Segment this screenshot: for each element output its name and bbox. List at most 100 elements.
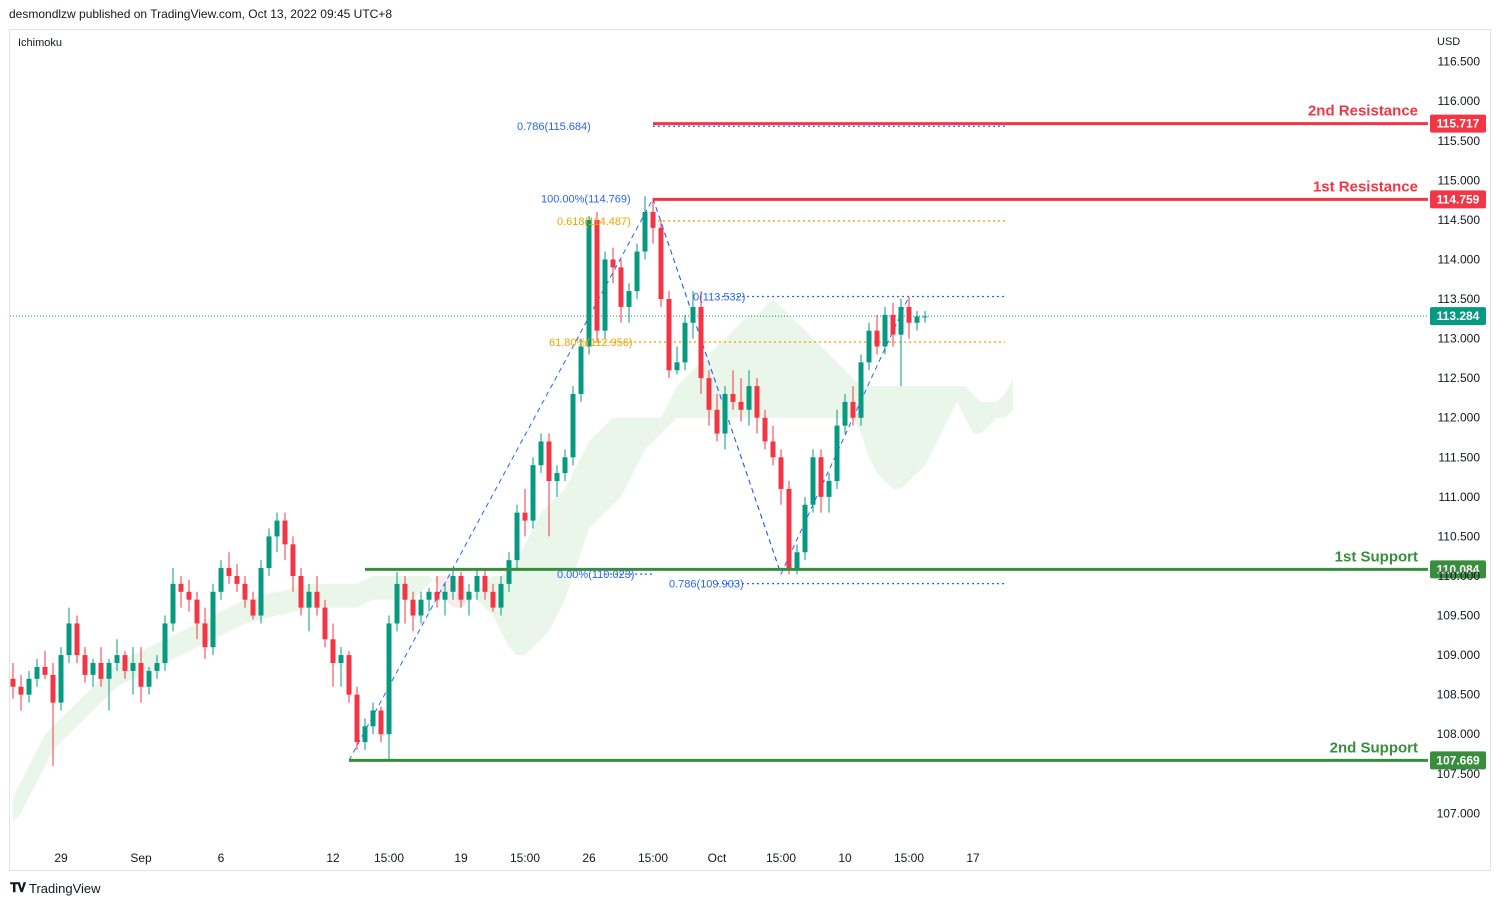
candle-body [578, 346, 584, 394]
candle-body [130, 663, 136, 671]
tradingview-logo-icon: 𝐓𝐕 [10, 880, 26, 895]
candle-body [242, 583, 248, 600]
candle-body [26, 678, 32, 695]
ichimoku-cloud-segment [789, 314, 797, 418]
candle-body [186, 591, 192, 600]
candle-body [98, 663, 104, 679]
ichimoku-cloud-segment [581, 441, 589, 553]
ichimoku-cloud-segment [821, 346, 829, 418]
x-tick-label: 26 [582, 851, 596, 865]
y-tick-label: 114.500 [1438, 213, 1481, 227]
x-tick-label: 12 [326, 851, 340, 865]
candle-body [898, 306, 904, 335]
ichimoku-cloud-segment [173, 631, 181, 660]
candle-body [842, 401, 848, 426]
candle-body [146, 670, 152, 687]
y-tick-label: 111.500 [1438, 450, 1480, 464]
ichimoku-cloud-segment [381, 575, 389, 600]
candle-body [874, 330, 880, 347]
ichimoku-cloud-segment [781, 306, 789, 418]
ichimoku-cloud-segment [877, 386, 885, 482]
fib-trend-line [780, 296, 910, 575]
candle-body [434, 591, 440, 600]
ichimoku-cloud-segment [21, 765, 29, 814]
candle-body [394, 583, 400, 624]
ichimoku-cloud-segment [421, 575, 429, 592]
ichimoku-cloud-segment [805, 330, 813, 418]
ichimoku-cloud-segment [605, 417, 613, 513]
candle-body [770, 441, 776, 458]
candle-body [642, 211, 648, 252]
ichimoku-cloud-segment [525, 528, 533, 656]
candle-body [794, 552, 800, 569]
ichimoku-cloud-segment [69, 702, 77, 735]
candle-body [330, 639, 336, 664]
ichimoku-cloud-segment [893, 386, 901, 489]
price-tag [1430, 114, 1486, 133]
x-tick-label: 17 [966, 851, 980, 865]
candle-body [690, 306, 696, 323]
candle-body [570, 393, 576, 458]
y-tick-label: 107.000 [1437, 806, 1481, 820]
ichimoku-cloud-segment [797, 322, 805, 418]
ichimoku-cloud-segment [53, 718, 61, 751]
candle-body [514, 512, 520, 561]
candle-body [122, 655, 128, 671]
candle-body [338, 655, 344, 664]
ichimoku-cloud-segment [533, 512, 541, 648]
candle-body [890, 314, 896, 335]
candle-body [554, 473, 560, 482]
candle-body [218, 568, 224, 592]
ichimoku-cloud-segment [629, 417, 637, 482]
candle-body [154, 663, 160, 671]
price-tag-label: 115.717 [1437, 117, 1480, 131]
candle-body [834, 425, 840, 482]
x-tick-label: 10 [838, 851, 852, 865]
candle-body [426, 591, 432, 600]
price-tag [1430, 190, 1486, 209]
ichimoku-cloud-segment [885, 386, 893, 489]
ichimoku-cloud-segment [557, 488, 565, 616]
currency-label: USD [1437, 36, 1460, 48]
candle-body [594, 219, 600, 331]
x-tick-label: 15:00 [894, 851, 924, 865]
ichimoku-cloud-segment [541, 504, 549, 640]
candle-body [194, 599, 200, 624]
ichimoku-cloud-segment [29, 750, 37, 798]
candle-body [114, 655, 120, 664]
ichimoku-cloud-segment [1005, 378, 1013, 418]
ichimoku-cloud-segment [573, 457, 581, 576]
candle-body [866, 330, 872, 363]
ichimoku-cloud-segment [269, 591, 277, 618]
ichimoku-cloud-segment [413, 575, 421, 600]
candle-body [418, 599, 424, 616]
candle-body [306, 591, 312, 608]
candle-body [170, 583, 176, 624]
candle-body [298, 575, 304, 608]
ichimoku-cloud-segment [637, 417, 645, 466]
candle-body [674, 362, 680, 371]
fib-label: 0.00%(110.023) [557, 569, 634, 581]
candle-body [858, 362, 864, 418]
x-tick-label: Sep [130, 851, 152, 865]
ichimoku-cloud-segment [973, 393, 981, 434]
fib-label: 0.618(114.487) [557, 216, 631, 228]
level-label: 2nd Resistance [1308, 103, 1418, 120]
chart-frame [9, 29, 1491, 871]
candle-body [138, 663, 144, 687]
candle-body [34, 666, 40, 679]
ichimoku-cloud-segment [965, 386, 973, 434]
ichimoku-cloud-segment [61, 710, 69, 743]
candle-body [410, 599, 416, 616]
y-tick-label: 113.500 [1438, 292, 1481, 306]
candle-body [442, 591, 448, 600]
candle-body [906, 306, 912, 323]
ichimoku-cloud-segment [373, 575, 381, 600]
candle-body [922, 316, 928, 318]
level-label: 1st Support [1335, 548, 1418, 565]
candle-body [802, 504, 808, 553]
footer-branding: 𝐓𝐕 TradingView [10, 880, 101, 896]
candle-body [762, 417, 768, 442]
y-tick-label: 116.500 [1438, 55, 1481, 69]
